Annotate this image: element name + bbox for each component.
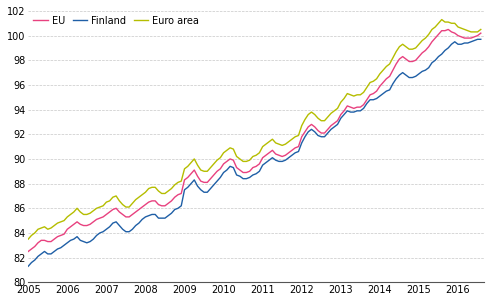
Finland — [478, 37, 484, 41]
EU — [71, 223, 77, 226]
Finland — [475, 37, 481, 41]
Euro area — [25, 237, 31, 241]
Euro area — [475, 30, 481, 34]
EU — [250, 166, 256, 169]
EU — [475, 34, 481, 37]
EU — [42, 239, 48, 242]
Finland — [471, 39, 477, 42]
EU — [52, 237, 57, 241]
Euro area — [52, 224, 57, 227]
Euro area — [439, 18, 445, 21]
Finland — [107, 225, 112, 229]
EU — [445, 27, 451, 31]
Line: Euro area: Euro area — [28, 20, 481, 239]
Euro area — [42, 225, 48, 229]
EU — [107, 210, 112, 214]
Finland — [250, 173, 256, 177]
Finland — [52, 250, 57, 253]
Finland — [71, 237, 77, 241]
EU — [478, 31, 484, 35]
Line: EU: EU — [28, 29, 481, 252]
Legend: EU, Finland, Euro area: EU, Finland, Euro area — [31, 14, 201, 28]
Finland — [42, 250, 48, 253]
Euro area — [478, 27, 484, 31]
Euro area — [250, 155, 256, 158]
Line: Finland: Finland — [28, 39, 481, 266]
Euro area — [71, 210, 77, 214]
Euro area — [107, 199, 112, 203]
EU — [25, 250, 31, 253]
Finland — [25, 265, 31, 268]
